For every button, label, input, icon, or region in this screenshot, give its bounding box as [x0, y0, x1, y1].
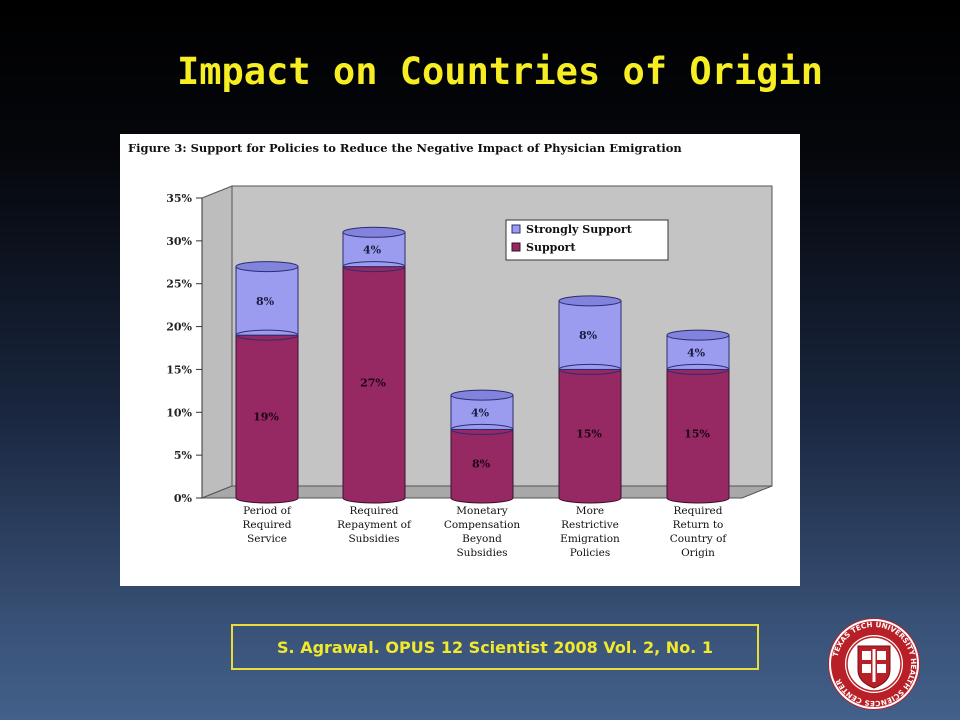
x-tick-label-1: Repayment of — [337, 519, 412, 531]
x-tick-label-2: Monetary — [456, 505, 508, 517]
y-tick-label: 5% — [174, 449, 193, 462]
data-label-strongly-support-0: 8% — [256, 295, 275, 308]
legend-label-0: Strongly Support — [526, 223, 633, 236]
data-label-support-1: 27% — [360, 376, 386, 389]
x-tick-label-2: Subsidies — [456, 547, 507, 559]
x-tick-label-0: Service — [247, 533, 287, 545]
legend-swatch-1 — [511, 242, 521, 252]
y-tick-label: 0% — [174, 492, 193, 505]
bar-top-cap-1 — [342, 226, 406, 238]
data-label-support-4: 15% — [684, 428, 710, 441]
bar-support-3 — [558, 368, 622, 504]
bar-strongly-support-1 — [342, 231, 406, 268]
x-tick-label-3: Emigration — [560, 533, 620, 545]
y-tick-label: 25% — [166, 278, 192, 291]
slide-title: Impact on Countries of Origin — [176, 50, 823, 93]
bar-segment-seam-0 — [235, 329, 299, 341]
x-tick-label-4: Country of — [670, 533, 728, 545]
x-tick-label-4: Return to — [673, 519, 724, 531]
legend-box — [505, 219, 669, 261]
x-tick-label-3: More — [576, 505, 604, 517]
citation-box: S. Agrawal. OPUS 12 Scientist 2008 Vol. … — [231, 624, 759, 670]
x-tick-label-1: Required — [350, 505, 399, 517]
x-tick-label-2: Compensation — [444, 519, 521, 531]
y-tick-label: 15% — [166, 363, 192, 376]
bar-strongly-support-2 — [450, 394, 514, 430]
x-tick-label-1: Subsidies — [348, 533, 399, 545]
data-label-strongly-support-3: 8% — [579, 329, 598, 342]
x-tick-label-2: Beyond — [462, 533, 502, 545]
bar-segment-seam-1 — [342, 261, 406, 273]
bar-support-1 — [342, 266, 406, 504]
bar-support-4 — [666, 368, 730, 504]
x-tick-label-3: Policies — [570, 547, 611, 559]
bar-segment-seam-3 — [558, 363, 622, 375]
chart-title: Figure 3: Support for Policies to Reduce… — [128, 141, 682, 155]
legend-label-1: Support — [526, 241, 576, 254]
data-label-support-2: 8% — [472, 458, 491, 471]
x-tick-label-4: Required — [674, 505, 723, 517]
x-tick-label-0: Required — [243, 519, 292, 531]
bar-top-cap-2 — [450, 389, 514, 401]
university-seal-icon: TEXAS TECH UNIVERSITY HEALTH SCIENCES CE… — [828, 618, 920, 710]
y-tick-label: 35% — [166, 192, 192, 205]
bar-support-2 — [450, 428, 514, 504]
data-label-strongly-support-2: 4% — [471, 406, 490, 419]
bar-top-cap-0 — [235, 261, 299, 273]
data-label-strongly-support-4: 4% — [687, 346, 706, 359]
bar-strongly-support-0 — [235, 266, 299, 336]
bar-strongly-support-4 — [666, 334, 730, 370]
data-label-strongly-support-1: 4% — [363, 243, 382, 256]
bar-segment-seam-2 — [450, 423, 514, 435]
left-wall — [201, 185, 233, 499]
data-label-support-0: 19% — [253, 411, 279, 424]
bar-support-0 — [235, 334, 299, 504]
x-tick-label-0: Period of — [243, 505, 292, 517]
legend-swatch-0 — [511, 224, 521, 234]
bar-top-cap-3 — [558, 295, 622, 307]
bar-strongly-support-3 — [558, 300, 622, 370]
data-label-support-3: 15% — [576, 428, 602, 441]
y-tick-label: 30% — [166, 235, 192, 248]
x-tick-label-4: Origin — [681, 547, 715, 559]
y-tick-label: 20% — [166, 321, 192, 334]
y-tick-label: 10% — [166, 406, 192, 419]
bar-top-cap-4 — [666, 329, 730, 341]
chart-frame: Figure 3: Support for Policies to Reduce… — [120, 134, 800, 586]
x-tick-label-3: Restrictive — [561, 519, 619, 531]
stacked-bar-chart: 0% 5% 10% 15% 20% 25% 30% 35% Period of Required S… — [166, 185, 773, 559]
bar-segment-seam-4 — [666, 363, 730, 375]
